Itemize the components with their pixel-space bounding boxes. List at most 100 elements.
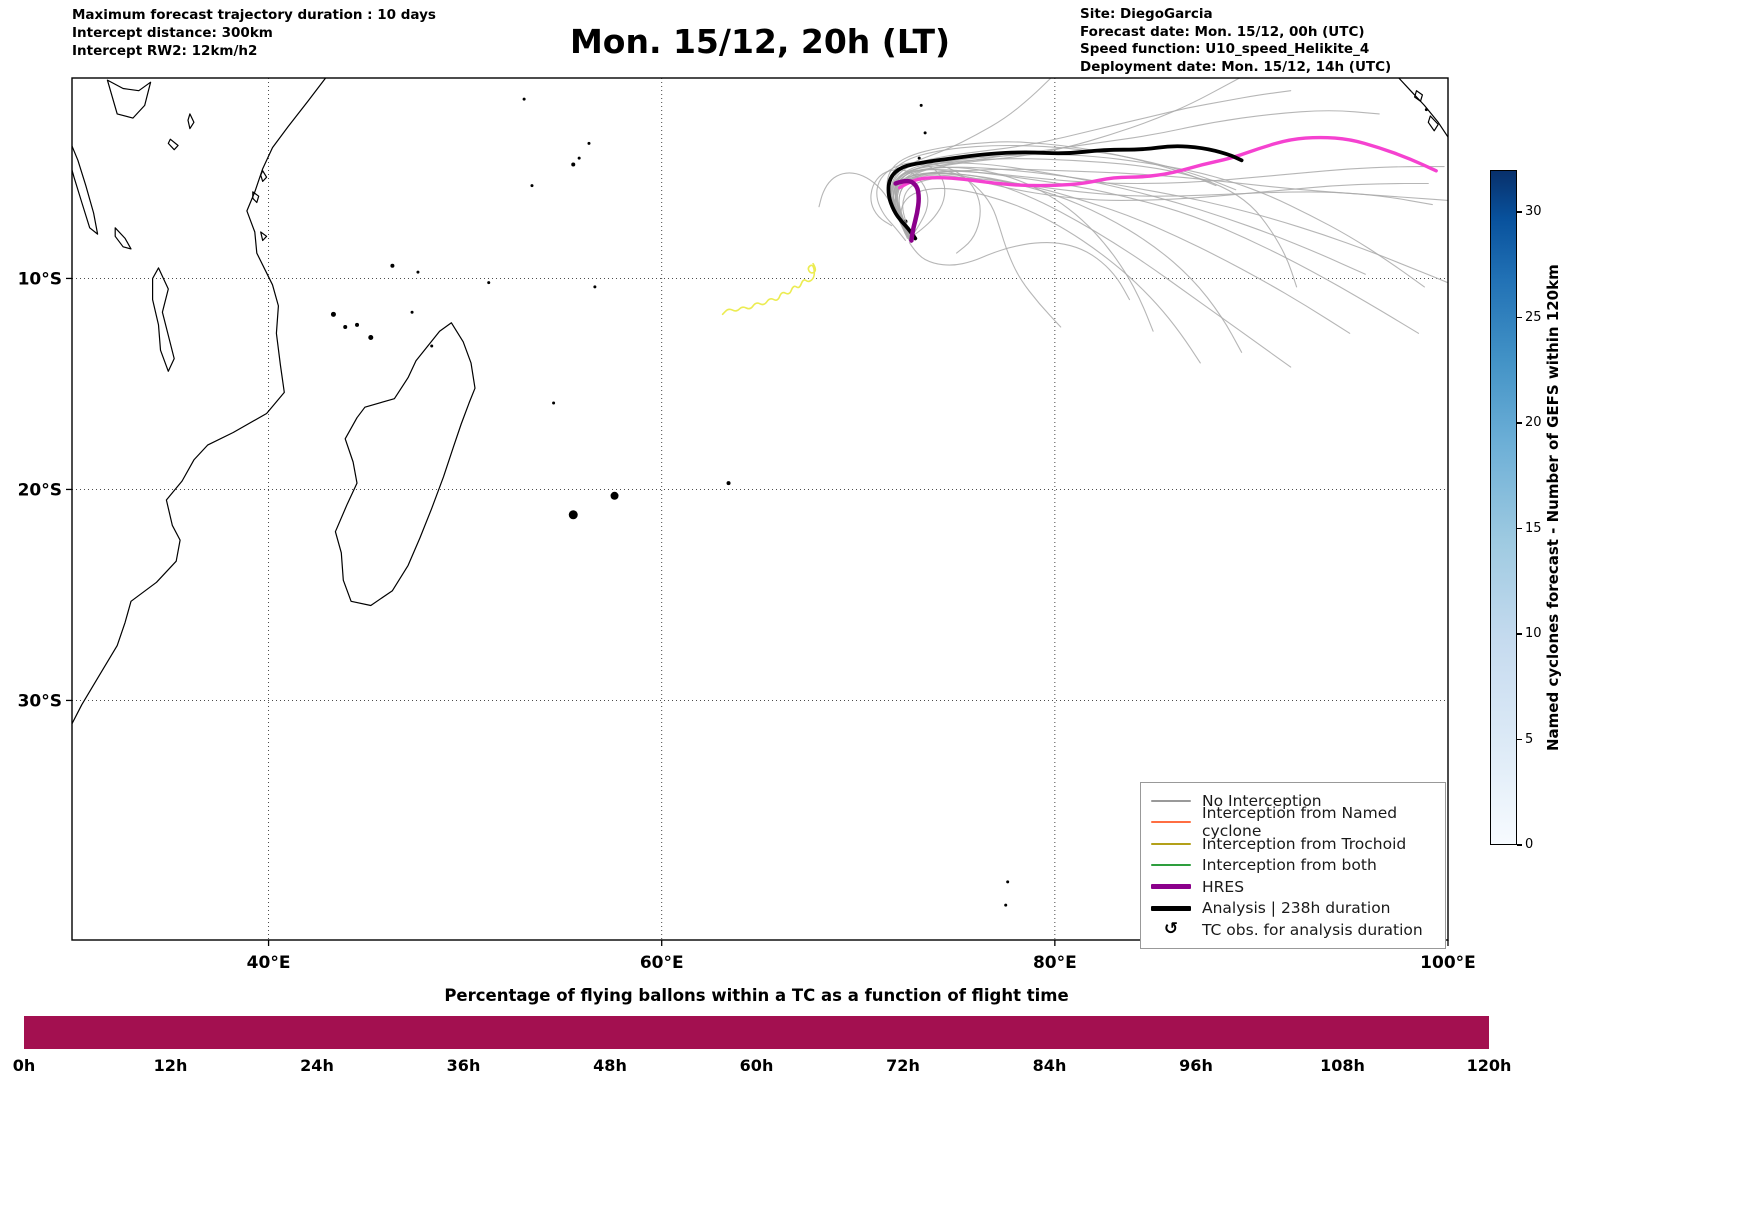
track-gefs-ensemble-no-interception	[895, 172, 1243, 353]
flight-time-tick-label: 36h	[446, 1056, 481, 1075]
y-tick-label: 20°S	[18, 480, 62, 500]
coastline-mafia	[260, 231, 268, 242]
run-metadata: Site: DiegoGarcia Forecast date: Mon. 15…	[1080, 6, 1391, 76]
coastline-africa-east-coast	[72, 78, 327, 724]
island-dot	[917, 156, 921, 160]
coastline-madagascar	[334, 322, 476, 607]
island-dot	[571, 162, 576, 167]
island-dot	[522, 97, 526, 101]
coastline-lake-eyasi	[167, 138, 179, 151]
legend-line-sample	[1151, 821, 1191, 824]
colorbar-tick-label: 0	[1525, 837, 1534, 852]
legend-line-sample	[1151, 884, 1191, 890]
colorbar-tick-label: 25	[1525, 309, 1542, 325]
x-tick-label: 40°E	[247, 953, 291, 973]
run-parameters: Maximum forecast trajectory duration : 1…	[72, 6, 436, 60]
colorbar-tick-label: 15	[1525, 520, 1542, 536]
island-dot	[923, 131, 927, 135]
map-frame	[71, 77, 1449, 941]
island-dot	[530, 184, 534, 188]
coastline-sumatra-coast	[1398, 78, 1448, 138]
legend-item-label: No Interception	[1202, 791, 1322, 810]
tc-obs-marker-icon: ↺	[1163, 919, 1179, 940]
page-title: Mon. 15/12, 20h (LT)	[569, 22, 951, 61]
flight-time-tick-label: 60h	[739, 1056, 774, 1075]
track-hres-track	[893, 178, 921, 243]
legend-item: Interception from Trochoid	[1151, 833, 1435, 855]
flight-time-tick-label: 24h	[300, 1056, 334, 1075]
x-tick-label: 60°E	[640, 953, 684, 973]
colorbar-tick-label: 20	[1525, 415, 1542, 431]
island-dot	[593, 285, 597, 289]
y-tick-label: 10°S	[18, 269, 62, 289]
island-dot	[368, 335, 374, 341]
flight-time-tick-label: 84h	[1032, 1056, 1067, 1075]
track-gefs-ensemble-no-interception	[898, 174, 1429, 237]
coastline-lake-rukwa	[114, 227, 132, 250]
island-dot	[1424, 108, 1428, 112]
track-trochoid-track	[721, 262, 817, 316]
track-gefs-ensemble-no-interception	[895, 168, 1420, 334]
map-plot-area	[72, 78, 1448, 940]
island-dot	[577, 156, 581, 160]
track-gefs-ensemble-no-interception	[894, 162, 1366, 275]
flight-time-tick-label: 0h	[12, 1056, 36, 1075]
max-duration-line: Maximum forecast trajectory duration : 1…	[72, 7, 436, 23]
legend-line-sample	[1151, 842, 1191, 845]
track-named-cyclone-forecast-track	[897, 135, 1438, 190]
flight-time-tick-label: 48h	[593, 1056, 627, 1075]
legend-item-label: Interception from Named cyclone	[1202, 804, 1398, 841]
legend-line-sample	[1151, 905, 1191, 911]
coastline-lake-malawi	[152, 267, 175, 372]
island-dot	[726, 481, 731, 486]
legend-item-label: Interception from Trochoid	[1202, 834, 1407, 853]
island-dot	[1006, 880, 1010, 884]
coastline-nias	[1414, 90, 1423, 102]
legend-line-sample	[1151, 864, 1191, 867]
flight-time-tick-label: 72h	[886, 1056, 920, 1075]
island-dot	[1004, 903, 1008, 907]
island-dot	[410, 310, 414, 314]
colorbar-tick-mark	[1517, 844, 1522, 846]
colorbar-tick-mark	[1517, 211, 1522, 213]
flight-time-tick-label: 96h	[1179, 1056, 1213, 1075]
island-dot	[390, 263, 395, 268]
coastline-lake-victoria	[106, 79, 152, 119]
coastline-pemba	[260, 170, 268, 182]
legend: No Interception Interception from Named c…	[1140, 782, 1446, 949]
intercept-distance-line: Intercept distance: 300km	[72, 25, 273, 41]
flight-time-tick-label: 120h	[1466, 1056, 1512, 1075]
deployment-date-line: Deployment date: Mon. 15/12, 14h (UTC)	[1080, 58, 1392, 75]
island-dot	[610, 491, 619, 500]
island-dot	[552, 401, 556, 405]
y-tick-label: 30°S	[18, 691, 62, 711]
intercept-rw2-line: Intercept RW2: 12km/h2	[72, 43, 258, 59]
track-gefs-ensemble-no-interception	[890, 90, 1292, 231]
track-gefs-ensemble-no-interception	[892, 166, 1154, 332]
legend-item-label: HRES	[1202, 877, 1245, 896]
x-tick-label: 80°E	[1033, 953, 1077, 973]
colorbar-tick-mark	[1517, 633, 1522, 635]
coastline-siberut	[1427, 115, 1439, 132]
track-gefs-ensemble-no-interception	[900, 187, 1201, 364]
legend-item: HRES	[1151, 876, 1435, 898]
track-analysis-track-238h	[886, 144, 1244, 241]
track-gefs-ensemble-no-interception	[902, 177, 1433, 239]
legend-line-sample	[1151, 799, 1191, 802]
island-dot	[330, 311, 336, 317]
island-dot	[355, 322, 360, 327]
colorbar-tick-mark	[1517, 527, 1522, 530]
legend-item-label: Analysis | 238h duration	[1202, 899, 1391, 918]
island-dot	[568, 510, 578, 520]
island-dot	[487, 281, 491, 285]
colorbar-tick-mark	[1517, 738, 1522, 741]
x-tick-label: 100°E	[1420, 953, 1476, 973]
track-gefs-ensemble-no-interception	[908, 242, 1131, 301]
speed-function-line: Speed function: U10_speed_Helikite_4	[1080, 41, 1370, 57]
track-gefs-ensemble-no-interception	[894, 173, 1292, 368]
island-dot	[919, 103, 923, 107]
coastline-zanzibar	[252, 191, 260, 204]
island-dot	[416, 270, 420, 274]
